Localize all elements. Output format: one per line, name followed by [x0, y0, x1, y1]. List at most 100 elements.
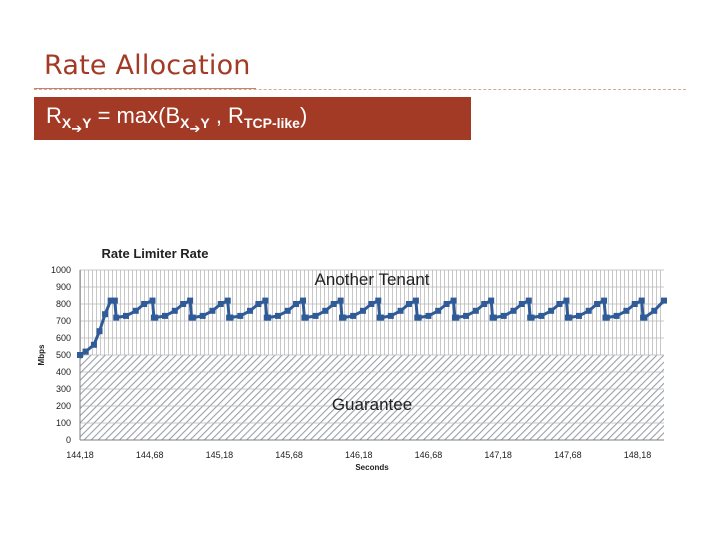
data-point	[405, 301, 412, 307]
data-point	[378, 314, 385, 321]
data-point	[152, 314, 159, 321]
x-tick-label: 147,18	[484, 450, 512, 460]
formula-close: )	[299, 103, 308, 128]
formula-sub-tcp: TCP-like	[243, 115, 300, 131]
formula-comma-r: , R	[209, 103, 244, 128]
data-point	[490, 314, 497, 321]
data-point	[463, 312, 470, 319]
y-tick-label: 200	[56, 401, 71, 411]
data-point	[77, 352, 83, 358]
chart-labels: 0 100 200 300 400 500 600 700 800 900 1000 144,18 14…	[37, 246, 651, 472]
data-point	[227, 314, 234, 321]
title-divider	[34, 89, 686, 90]
slide-title: Rate Allocation	[44, 50, 251, 81]
data-point	[162, 312, 169, 319]
data-point	[350, 312, 357, 319]
x-tick-label: 147,68	[554, 450, 582, 460]
data-point	[488, 297, 495, 304]
y-tick-label: 100	[56, 418, 71, 428]
data-point	[237, 312, 244, 319]
region-label-another-tenant: Another Tenant	[315, 270, 430, 289]
data-point	[189, 314, 196, 321]
y-tick-label: 600	[56, 333, 71, 343]
data-point	[412, 297, 419, 304]
data-point	[171, 307, 178, 314]
formula-banner: RX➔Y = max(BX➔Y , RTCP-like)	[34, 97, 471, 140]
data-point	[284, 307, 291, 314]
region-label-guarantee: Guarantee	[332, 395, 412, 414]
data-point	[623, 307, 630, 314]
arrow-right-icon: ➔	[71, 121, 83, 136]
region-guarantee	[80, 355, 664, 440]
title-underline	[34, 88, 256, 89]
data-point	[111, 297, 118, 304]
data-point	[255, 301, 262, 307]
data-point	[387, 312, 394, 319]
data-point	[472, 307, 479, 314]
data-point	[149, 297, 156, 304]
x-tick-label: 145,18	[206, 450, 234, 460]
data-point	[415, 314, 422, 321]
y-tick-label: 900	[56, 282, 71, 292]
x-axis-label: Seconds	[355, 463, 389, 472]
data-point	[638, 297, 645, 304]
data-point	[113, 314, 120, 321]
data-point	[603, 314, 610, 321]
y-tick-label: 400	[56, 367, 71, 377]
y-tick-label: 800	[56, 299, 71, 309]
y-tick-label: 1000	[51, 265, 71, 275]
formula-sub-xy: X➔Y	[61, 115, 92, 136]
chart-title: Rate Limiter Rate	[102, 246, 209, 261]
chart-series	[77, 297, 667, 358]
data-point	[518, 301, 525, 307]
x-tick-label: 148,18	[624, 450, 652, 460]
data-point	[90, 341, 97, 348]
data-point	[585, 307, 592, 314]
data-point	[187, 297, 194, 304]
data-point	[337, 297, 344, 304]
data-point	[102, 311, 109, 318]
data-point	[481, 301, 488, 307]
data-point	[107, 297, 114, 304]
data-point	[262, 297, 269, 304]
y-tick-label: 700	[56, 316, 71, 326]
data-point	[661, 297, 667, 304]
data-point	[359, 307, 366, 314]
data-point	[209, 307, 216, 314]
data-point	[651, 307, 658, 314]
data-point	[575, 312, 582, 319]
data-point	[525, 297, 532, 304]
data-point	[340, 314, 347, 321]
data-point	[594, 301, 601, 307]
data-point	[435, 307, 442, 314]
data-point	[300, 297, 307, 304]
data-point	[425, 312, 432, 319]
data-point	[312, 312, 319, 319]
data-point	[180, 301, 187, 307]
data-point	[548, 307, 555, 314]
data-point	[631, 301, 638, 307]
data-point	[217, 301, 224, 307]
formula-max: = max(B	[91, 103, 181, 128]
y-tick-label: 300	[56, 384, 71, 394]
formula-r: R	[46, 103, 62, 128]
data-point	[500, 312, 507, 319]
data-point	[613, 312, 620, 319]
data-point	[538, 312, 545, 319]
data-point	[510, 307, 517, 314]
data-point	[330, 301, 337, 307]
y-axis-label: Mbps	[37, 344, 46, 365]
data-point	[247, 307, 254, 314]
x-tick-label: 146,18	[345, 450, 373, 460]
data-point	[397, 307, 404, 314]
data-point	[368, 301, 375, 307]
data-point	[224, 297, 231, 304]
data-point	[556, 301, 563, 307]
y-tick-label: 500	[56, 350, 71, 360]
data-point	[453, 314, 460, 321]
data-point	[82, 348, 89, 355]
data-point	[122, 312, 129, 319]
x-tick-label: 144,18	[66, 450, 94, 460]
